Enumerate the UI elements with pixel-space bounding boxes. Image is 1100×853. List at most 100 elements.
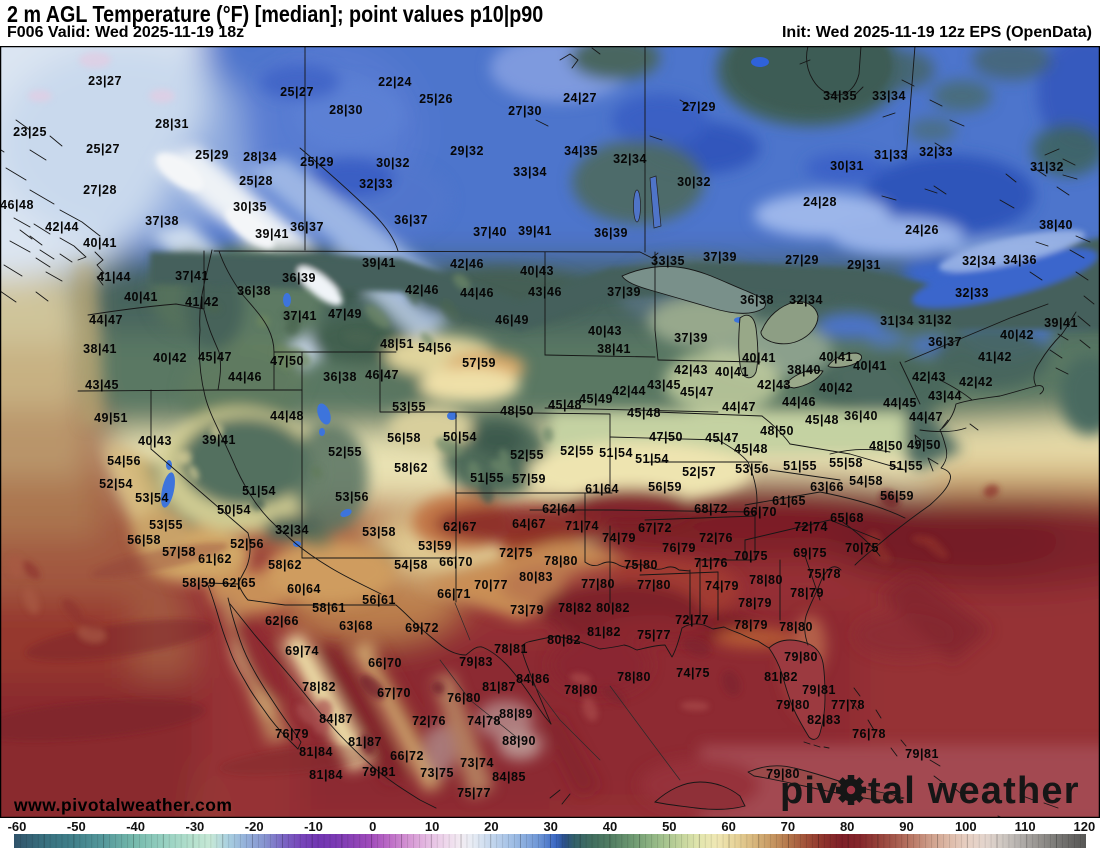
svg-text:36|37: 36|37 <box>290 220 324 234</box>
svg-text:45|48: 45|48 <box>805 413 839 427</box>
svg-text:32|34: 32|34 <box>613 152 647 166</box>
svg-text:31|34: 31|34 <box>880 314 914 328</box>
svg-text:39|41: 39|41 <box>362 256 396 270</box>
svg-text:49|50: 49|50 <box>907 438 941 452</box>
svg-text:78|80: 78|80 <box>617 670 651 684</box>
svg-text:32|33: 32|33 <box>359 177 393 191</box>
svg-text:44|47: 44|47 <box>722 400 756 414</box>
svg-text:41|44: 41|44 <box>97 270 131 284</box>
svg-text:65|68: 65|68 <box>830 511 864 525</box>
svg-text:79|81: 79|81 <box>802 683 836 697</box>
svg-text:37|38: 37|38 <box>145 214 179 228</box>
svg-text:40|41: 40|41 <box>742 351 776 365</box>
svg-text:77|80: 77|80 <box>637 578 671 592</box>
svg-text:38|41: 38|41 <box>83 342 117 356</box>
svg-text:39|41: 39|41 <box>202 433 236 447</box>
svg-text:51|55: 51|55 <box>783 459 817 473</box>
svg-text:51|55: 51|55 <box>889 459 923 473</box>
svg-text:72|76: 72|76 <box>412 714 446 728</box>
svg-text:64|67: 64|67 <box>512 517 546 531</box>
svg-text:28|34: 28|34 <box>243 150 277 164</box>
svg-text:78|80: 78|80 <box>544 554 578 568</box>
svg-text:75|77: 75|77 <box>637 628 671 642</box>
svg-text:77|80: 77|80 <box>581 577 615 591</box>
svg-text:31|32: 31|32 <box>1030 160 1064 174</box>
svg-text:40|43: 40|43 <box>588 324 622 338</box>
svg-text:38|40: 38|40 <box>787 363 821 377</box>
svg-text:77|78: 77|78 <box>831 698 865 712</box>
svg-text:44|46: 44|46 <box>228 370 262 384</box>
svg-text:74|79: 74|79 <box>705 579 739 593</box>
svg-text:45|47: 45|47 <box>198 350 232 364</box>
svg-text:80|83: 80|83 <box>519 570 553 584</box>
svg-text:49|51: 49|51 <box>94 411 128 425</box>
svg-text:47|50: 47|50 <box>649 430 683 444</box>
svg-text:53|54: 53|54 <box>135 491 169 505</box>
svg-text:37|41: 37|41 <box>283 309 317 323</box>
svg-text:piv: piv <box>780 770 839 812</box>
svg-text:78|81: 78|81 <box>494 642 528 656</box>
svg-text:69|74: 69|74 <box>285 644 319 658</box>
svg-text:78|80: 78|80 <box>779 620 813 634</box>
svg-text:68|72: 68|72 <box>694 502 728 516</box>
svg-text:42|46: 42|46 <box>405 283 439 297</box>
svg-text:88|89: 88|89 <box>499 707 533 721</box>
svg-text:76|80: 76|80 <box>447 691 481 705</box>
svg-text:40|41: 40|41 <box>715 365 749 379</box>
svg-text:51|54: 51|54 <box>635 452 669 466</box>
svg-text:29|32: 29|32 <box>450 144 484 158</box>
svg-text:40|42: 40|42 <box>1000 328 1034 342</box>
svg-text:37|41: 37|41 <box>175 269 209 283</box>
svg-text:79|80: 79|80 <box>776 698 810 712</box>
svg-text:38|41: 38|41 <box>597 342 631 356</box>
svg-text:43|46: 43|46 <box>528 285 562 299</box>
svg-text:55|58: 55|58 <box>829 456 863 470</box>
svg-text:50|54: 50|54 <box>443 430 477 444</box>
svg-text:51|54: 51|54 <box>599 446 633 460</box>
svg-text:57|59: 57|59 <box>462 356 496 370</box>
svg-text:39|41: 39|41 <box>1044 316 1078 330</box>
svg-text:30|35: 30|35 <box>233 200 267 214</box>
svg-text:45|47: 45|47 <box>705 431 739 445</box>
svg-text:81|84: 81|84 <box>299 745 333 759</box>
svg-text:58|62: 58|62 <box>268 558 302 572</box>
svg-text:53|55: 53|55 <box>149 518 183 532</box>
svg-text:36|39: 36|39 <box>594 226 628 240</box>
svg-text:32|33: 32|33 <box>955 286 989 300</box>
svg-text:44|47: 44|47 <box>909 410 943 424</box>
svg-text:50|54: 50|54 <box>217 503 251 517</box>
svg-text:34|35: 34|35 <box>564 144 598 158</box>
svg-text:81|82: 81|82 <box>587 625 621 639</box>
svg-text:63|66: 63|66 <box>810 480 844 494</box>
svg-text:38|40: 38|40 <box>1039 218 1073 232</box>
svg-text:48|51: 48|51 <box>380 337 414 351</box>
svg-text:78|79: 78|79 <box>738 596 772 610</box>
svg-text:75|80: 75|80 <box>624 558 658 572</box>
svg-text:42|43: 42|43 <box>674 363 708 377</box>
svg-text:66|70: 66|70 <box>368 656 402 670</box>
svg-text:53|58: 53|58 <box>362 525 396 539</box>
svg-text:42|43: 42|43 <box>912 370 946 384</box>
svg-text:78|82: 78|82 <box>558 601 592 615</box>
svg-text:70|77: 70|77 <box>474 578 508 592</box>
svg-text:66|72: 66|72 <box>390 749 424 763</box>
svg-text:53|56: 53|56 <box>335 490 369 504</box>
svg-text:37|39: 37|39 <box>674 331 708 345</box>
svg-text:79|81: 79|81 <box>362 765 396 779</box>
svg-text:51|54: 51|54 <box>242 484 276 498</box>
svg-text:27|29: 27|29 <box>682 100 716 114</box>
svg-text:75|78: 75|78 <box>807 567 841 581</box>
svg-text:32|34: 32|34 <box>275 523 309 537</box>
svg-text:44|46: 44|46 <box>782 395 816 409</box>
svg-text:25|26: 25|26 <box>419 92 453 106</box>
svg-text:33|34: 33|34 <box>872 89 906 103</box>
svg-text:54|56: 54|56 <box>107 454 141 468</box>
svg-text:43|45: 43|45 <box>85 378 119 392</box>
svg-text:56|58: 56|58 <box>127 533 161 547</box>
svg-text:69|72: 69|72 <box>405 621 439 635</box>
svg-text:61|62: 61|62 <box>198 552 232 566</box>
svg-text:36|40: 36|40 <box>844 409 878 423</box>
svg-text:37|40: 37|40 <box>473 225 507 239</box>
svg-text:80|82: 80|82 <box>596 601 630 615</box>
svg-text:43|45: 43|45 <box>647 378 681 392</box>
